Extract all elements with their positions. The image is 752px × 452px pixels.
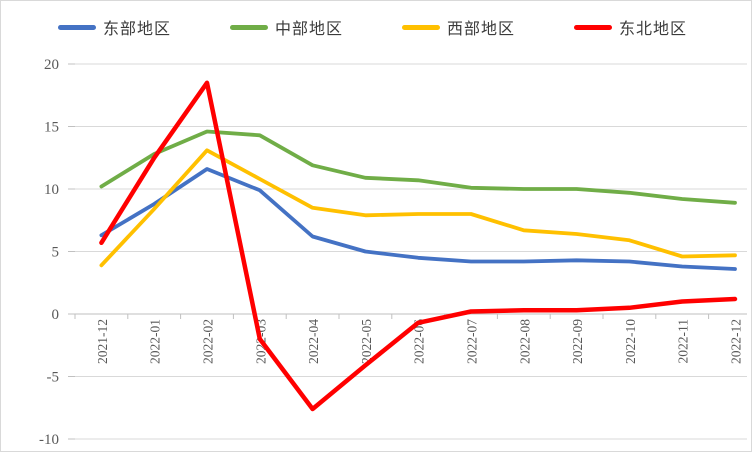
x-axis-tick-labels: 2021-12 2022-01 2022-02 2022-03 2022-04 2022-… [95, 319, 744, 364]
legend-label-east: 东部地区 [103, 21, 172, 38]
x-tick-label: 2022-08 [517, 319, 532, 364]
y-axis-tick-labels: -10 -5 0 5 10 15 20 [39, 57, 59, 448]
y-tick-label: 5 [52, 245, 60, 261]
legend-item-west: 西部地区 [401, 15, 515, 39]
legend-item-central: 中部地区 [229, 15, 343, 39]
x-tick-label: 2022-01 [148, 319, 163, 364]
west-series-line-marker [401, 24, 440, 30]
central-series-line-marker [229, 24, 268, 30]
series-lines [99, 80, 738, 412]
y-tick-label: 15 [44, 120, 59, 136]
series-line-central [99, 129, 737, 205]
x-tick-label: 2022-05 [359, 319, 374, 364]
legend-label-west: 西部地区 [446, 21, 515, 38]
y-tick-label: 20 [44, 57, 59, 73]
chart-legend: 东部地区 中部地区 西部地区 东北地区 [58, 14, 687, 40]
east-series-line-marker [58, 24, 96, 30]
legend-label-northeast: 东北地区 [618, 21, 687, 38]
x-tick-label: 2022-06 [412, 319, 427, 364]
y-tick-label: 10 [44, 182, 59, 198]
legend-label-central: 中部地区 [274, 21, 343, 38]
x-tick-label: 2022-09 [570, 319, 585, 364]
y-tick-label: -10 [39, 432, 59, 448]
x-tick-label: 2022-10 [623, 319, 638, 364]
x-tick-label: 2021-12 [95, 319, 110, 364]
y-tick-label: -5 [47, 370, 60, 386]
x-tick-label: 2022-07 [465, 319, 480, 364]
x-tick-label: 2022-04 [306, 319, 321, 364]
x-tick-label: 2022-02 [201, 319, 216, 364]
y-tick-label: 0 [52, 307, 60, 323]
series-line-northeast [99, 80, 738, 412]
northeast-series-line-marker [573, 24, 612, 30]
series-line-east [99, 167, 737, 271]
legend-item-east: 东部地区 [58, 15, 171, 39]
series-line-west [99, 148, 737, 268]
legend-item-northeast: 东北地区 [573, 15, 687, 39]
gridlines [75, 63, 747, 440]
x-tick-label: 2022-11 [676, 319, 691, 364]
tick-marks [68, 63, 710, 440]
x-tick-label: 2022-12 [729, 319, 744, 364]
